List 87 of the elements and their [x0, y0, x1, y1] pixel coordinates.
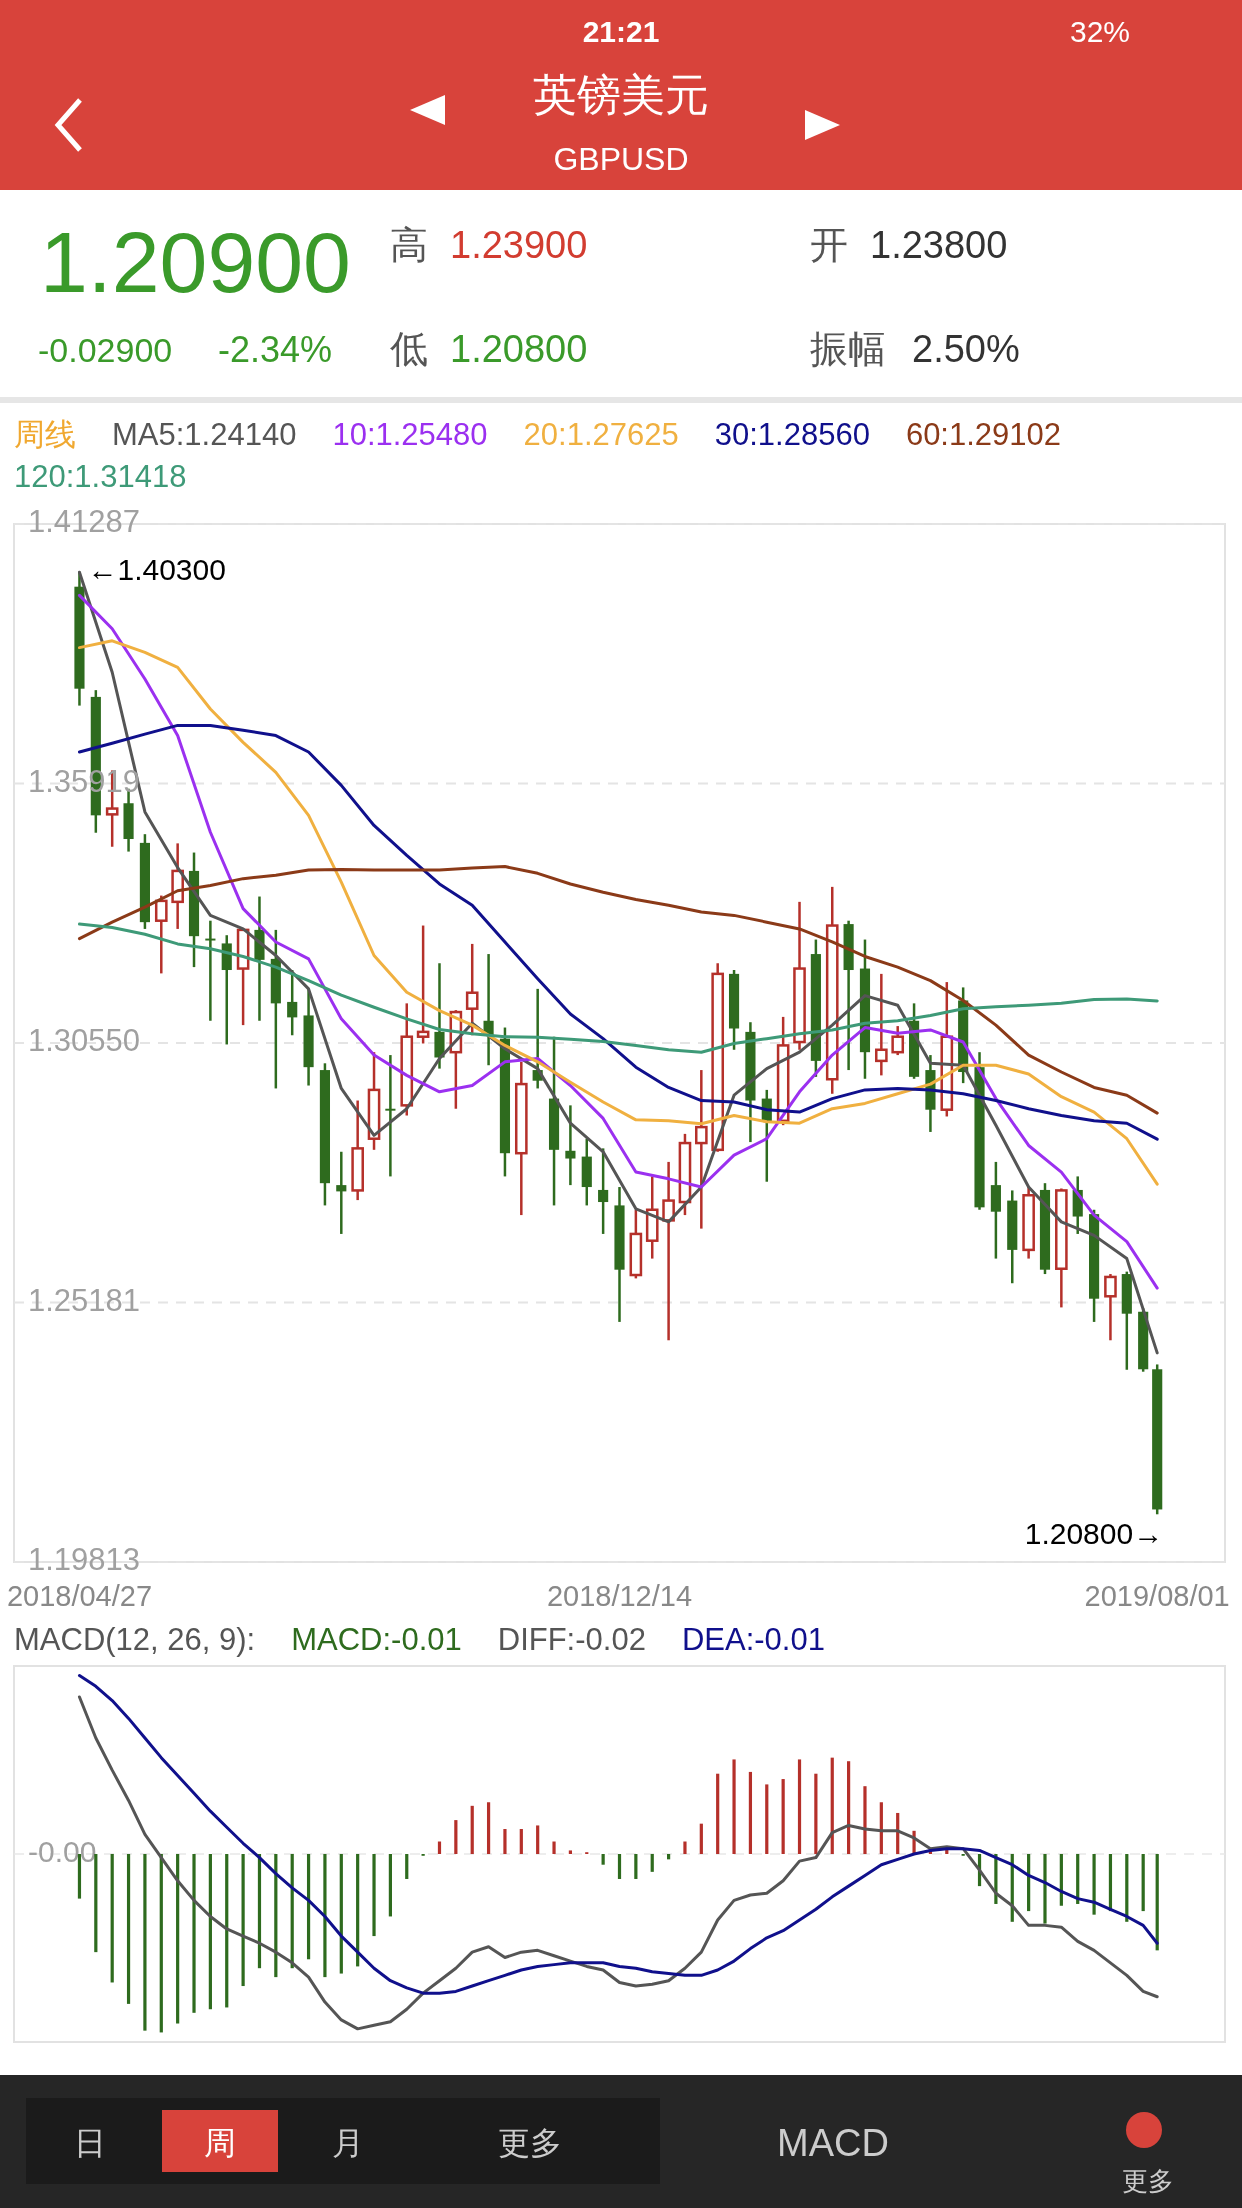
x-tick-label: 2019/08/01	[1084, 1580, 1230, 1612]
text: 1.20800	[450, 328, 588, 370]
text: 高	[390, 224, 428, 266]
bar	[536, 1825, 540, 1854]
text: MACD	[777, 2122, 889, 2164]
text: 20:1.27625	[523, 417, 679, 452]
chart-title: MACD(12, 26, 9):	[14, 1622, 256, 1657]
bar	[1043, 1854, 1047, 1924]
text: MACD:-0.01	[291, 1622, 462, 1657]
text: 30:1.28560	[714, 417, 870, 452]
bar	[814, 1773, 818, 1854]
text: 1.23900	[450, 224, 588, 266]
bar	[765, 1784, 769, 1854]
text: 英镑美元	[533, 70, 709, 119]
legend-title: 周线	[14, 417, 76, 452]
text: MA5:1.24140	[112, 417, 297, 452]
bar	[339, 1854, 343, 1974]
x-tick-label: 2018/04/27	[6, 1580, 153, 1612]
bar	[356, 1854, 360, 1967]
bar	[437, 1841, 442, 1854]
bar	[519, 1829, 523, 1854]
annotation: 1.20800→	[1024, 1517, 1164, 1551]
text: 周	[204, 2125, 236, 2161]
text: 低	[390, 328, 428, 370]
bar	[143, 1854, 147, 2031]
bar	[486, 1802, 491, 1854]
bar	[323, 1854, 327, 1978]
text: 1.20900	[40, 214, 351, 310]
bar	[454, 1820, 458, 1854]
bar	[1092, 1854, 1096, 1915]
annotation: ←1.40300	[87, 552, 226, 586]
bar	[1141, 1854, 1145, 1912]
bar	[847, 1761, 851, 1854]
ref-line-label: -0.00	[28, 1834, 97, 1868]
y-tick-label: 1.41287	[28, 504, 141, 540]
bar	[208, 1854, 212, 2010]
bar	[601, 1854, 605, 1865]
bar	[405, 1854, 409, 1879]
bar	[126, 1854, 131, 2004]
text: 更多	[1122, 2166, 1174, 2196]
x-tick-label: 2018/12/14	[546, 1580, 693, 1612]
text: 2.50%	[912, 328, 1020, 370]
bar	[716, 1773, 720, 1854]
text: -2.34%	[218, 329, 333, 370]
bar	[634, 1854, 638, 1879]
text: DEA:-0.01	[681, 1622, 825, 1657]
text: 32%	[1069, 15, 1131, 48]
y-tick-label: 1.19813	[28, 1542, 141, 1578]
bar	[372, 1854, 376, 1937]
text: 更多	[498, 2125, 562, 2161]
bar	[388, 1854, 392, 1917]
bar	[225, 1854, 229, 2008]
bar	[503, 1829, 507, 1854]
text: 10:1.25480	[332, 417, 488, 452]
text: 120:1.31418	[14, 459, 187, 494]
bar	[781, 1779, 785, 1854]
bar	[552, 1841, 556, 1854]
bar	[650, 1854, 654, 1872]
y-tick-label: 1.30550	[28, 1023, 141, 1059]
bar	[241, 1854, 245, 1987]
bar	[568, 1850, 573, 1854]
bar	[683, 1841, 687, 1854]
text: 月	[332, 2125, 364, 2161]
text: DIFF:-0.02	[497, 1622, 646, 1657]
bar	[699, 1823, 703, 1854]
text: 1.23800	[870, 224, 1008, 266]
text: GBPUSD	[553, 141, 689, 177]
text: 日	[74, 2125, 106, 2161]
text: 开	[810, 224, 848, 266]
bar	[863, 1786, 867, 1854]
bar	[732, 1759, 736, 1854]
y-tick-label: 1.25181	[28, 1282, 141, 1318]
text: -0.02900	[38, 331, 173, 369]
bar	[748, 1771, 753, 1854]
bar	[797, 1759, 802, 1854]
bar	[94, 1854, 98, 1953]
bar	[306, 1854, 311, 1960]
bar	[1155, 1854, 1159, 1951]
bar	[176, 1854, 180, 2024]
text: 21:21	[582, 15, 660, 48]
bar	[617, 1854, 622, 1879]
bar	[110, 1854, 114, 1983]
text: 60:1.29102	[905, 417, 1062, 452]
bar	[470, 1805, 474, 1854]
bar	[159, 1854, 163, 2033]
text: 振幅	[810, 328, 886, 370]
bar	[192, 1854, 196, 2013]
